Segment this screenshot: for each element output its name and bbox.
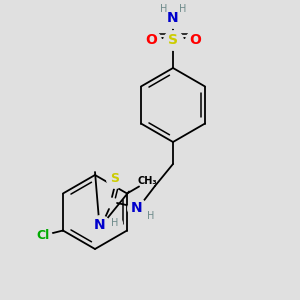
Text: N: N [94, 218, 106, 232]
Text: CH₃: CH₃ [137, 176, 157, 187]
Text: O: O [189, 33, 201, 47]
Text: S: S [110, 172, 119, 185]
Text: N: N [167, 11, 179, 25]
Text: O: O [145, 33, 157, 47]
Text: Cl: Cl [36, 229, 50, 242]
Text: H: H [147, 211, 155, 221]
Text: N: N [131, 201, 143, 215]
Text: H: H [179, 4, 187, 14]
Text: H: H [160, 4, 168, 14]
Text: S: S [168, 33, 178, 47]
Text: H: H [111, 218, 119, 228]
